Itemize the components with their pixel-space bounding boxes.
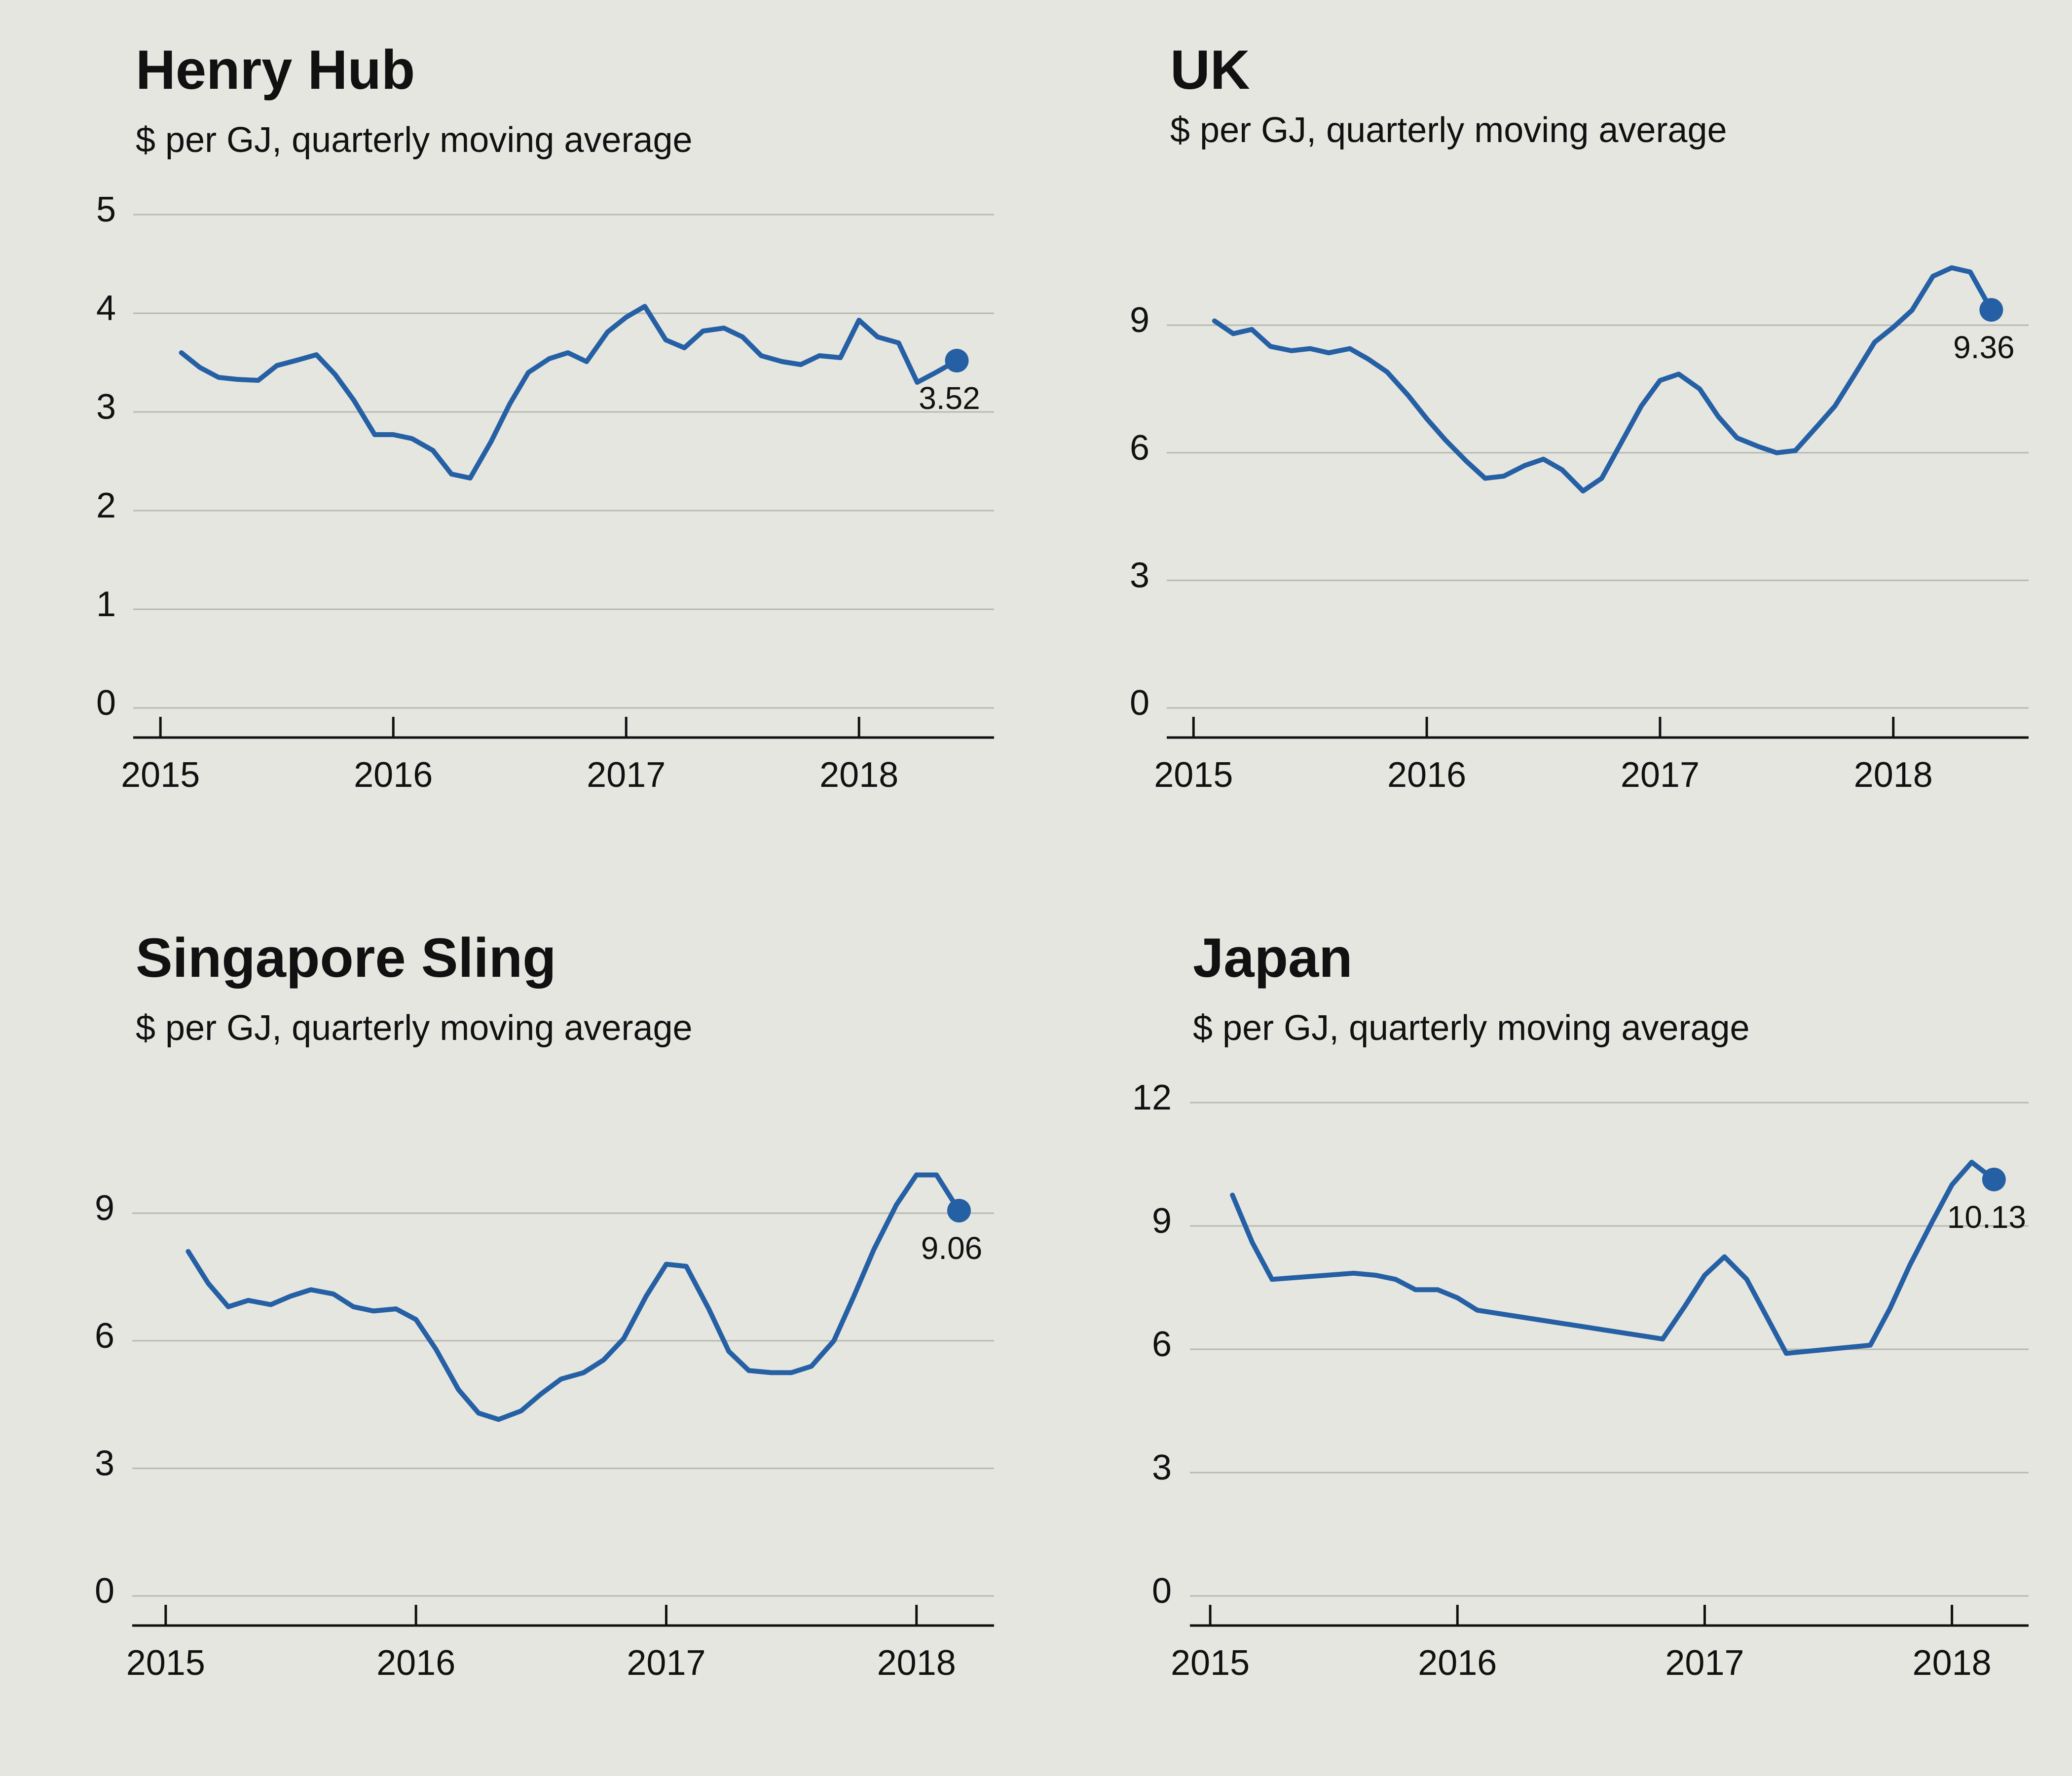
y-tick-label: 3 xyxy=(1152,1448,1172,1487)
x-tick-label: 2018 xyxy=(1854,755,1933,795)
chart-subtitle: $ per GJ, quarterly moving average xyxy=(136,1008,693,1048)
end-point-marker xyxy=(947,1198,971,1222)
end-value-label: 9.36 xyxy=(1953,330,2015,365)
chart-title: UK xyxy=(1170,39,1250,101)
x-tick-label: 2016 xyxy=(1387,755,1466,795)
y-tick-label: 4 xyxy=(96,289,116,328)
chart-title: Japan xyxy=(1193,927,1353,989)
y-tick-label: 6 xyxy=(1152,1325,1172,1364)
y-tick-label: 5 xyxy=(96,190,116,229)
x-tick-label: 2015 xyxy=(1171,1643,1250,1683)
y-tick-label: 6 xyxy=(1130,428,1149,468)
x-tick-label: 2017 xyxy=(1665,1643,1744,1683)
y-tick-label: 9 xyxy=(95,1188,114,1228)
x-tick-label: 2015 xyxy=(1154,755,1233,795)
end-point-marker xyxy=(945,349,969,372)
y-tick-label: 12 xyxy=(1132,1078,1172,1117)
chart-subtitle: $ per GJ, quarterly moving average xyxy=(136,120,693,160)
x-tick-label: 2016 xyxy=(354,755,433,795)
y-tick-label: 1 xyxy=(96,585,116,624)
x-tick-label: 2018 xyxy=(819,755,898,795)
chart-title: Singapore Sling xyxy=(136,927,556,989)
x-tick-label: 2017 xyxy=(1621,755,1700,795)
x-tick-label: 2018 xyxy=(877,1643,956,1683)
end-value-label: 10.13 xyxy=(1947,1199,2026,1235)
panel-uk: UK $ per GJ, quarterly moving average 0 3… xyxy=(1130,39,2029,795)
y-tick-label: 0 xyxy=(96,683,116,723)
y-tick-label: 0 xyxy=(1130,683,1149,723)
y-tick-label: 2 xyxy=(96,486,116,525)
y-tick-label: 9 xyxy=(1152,1201,1172,1241)
x-tick-label: 2017 xyxy=(587,755,666,795)
panel-japan: Japan $ per GJ, quarterly moving average… xyxy=(1132,927,2029,1683)
y-tick-label: 3 xyxy=(1130,555,1149,595)
chart-subtitle: $ per GJ, quarterly moving average xyxy=(1170,111,1727,150)
series-line xyxy=(185,1172,962,1422)
end-point-marker xyxy=(1979,298,2003,322)
series-line xyxy=(1230,1159,1997,1356)
end-value-label: 3.52 xyxy=(919,380,980,416)
end-value-label: 9.06 xyxy=(921,1230,983,1266)
x-tick-label: 2015 xyxy=(121,755,200,795)
y-tick-label: 3 xyxy=(96,387,116,427)
series-line xyxy=(179,304,960,481)
chart-subtitle: $ per GJ, quarterly moving average xyxy=(1193,1008,1750,1048)
x-tick-label: 2016 xyxy=(376,1643,455,1683)
panel-henry-hub: Henry Hub $ per GJ, quarterly moving ave… xyxy=(96,39,994,795)
panel-singapore-sling: Singapore Sling $ per GJ, quarterly movi… xyxy=(95,927,994,1683)
x-tick-label: 2015 xyxy=(126,1643,205,1683)
y-tick-label: 3 xyxy=(95,1443,114,1483)
y-tick-label: 9 xyxy=(1130,300,1149,340)
x-tick-label: 2016 xyxy=(1418,1643,1497,1683)
series-line xyxy=(1212,265,1994,494)
end-point-marker xyxy=(1982,1167,2006,1191)
x-tick-label: 2017 xyxy=(627,1643,705,1683)
y-tick-label: 0 xyxy=(95,1571,114,1611)
y-tick-label: 6 xyxy=(95,1316,114,1356)
y-tick-label: 0 xyxy=(1152,1571,1172,1611)
x-tick-label: 2018 xyxy=(1913,1643,1992,1683)
chart-title: Henry Hub xyxy=(136,39,415,101)
